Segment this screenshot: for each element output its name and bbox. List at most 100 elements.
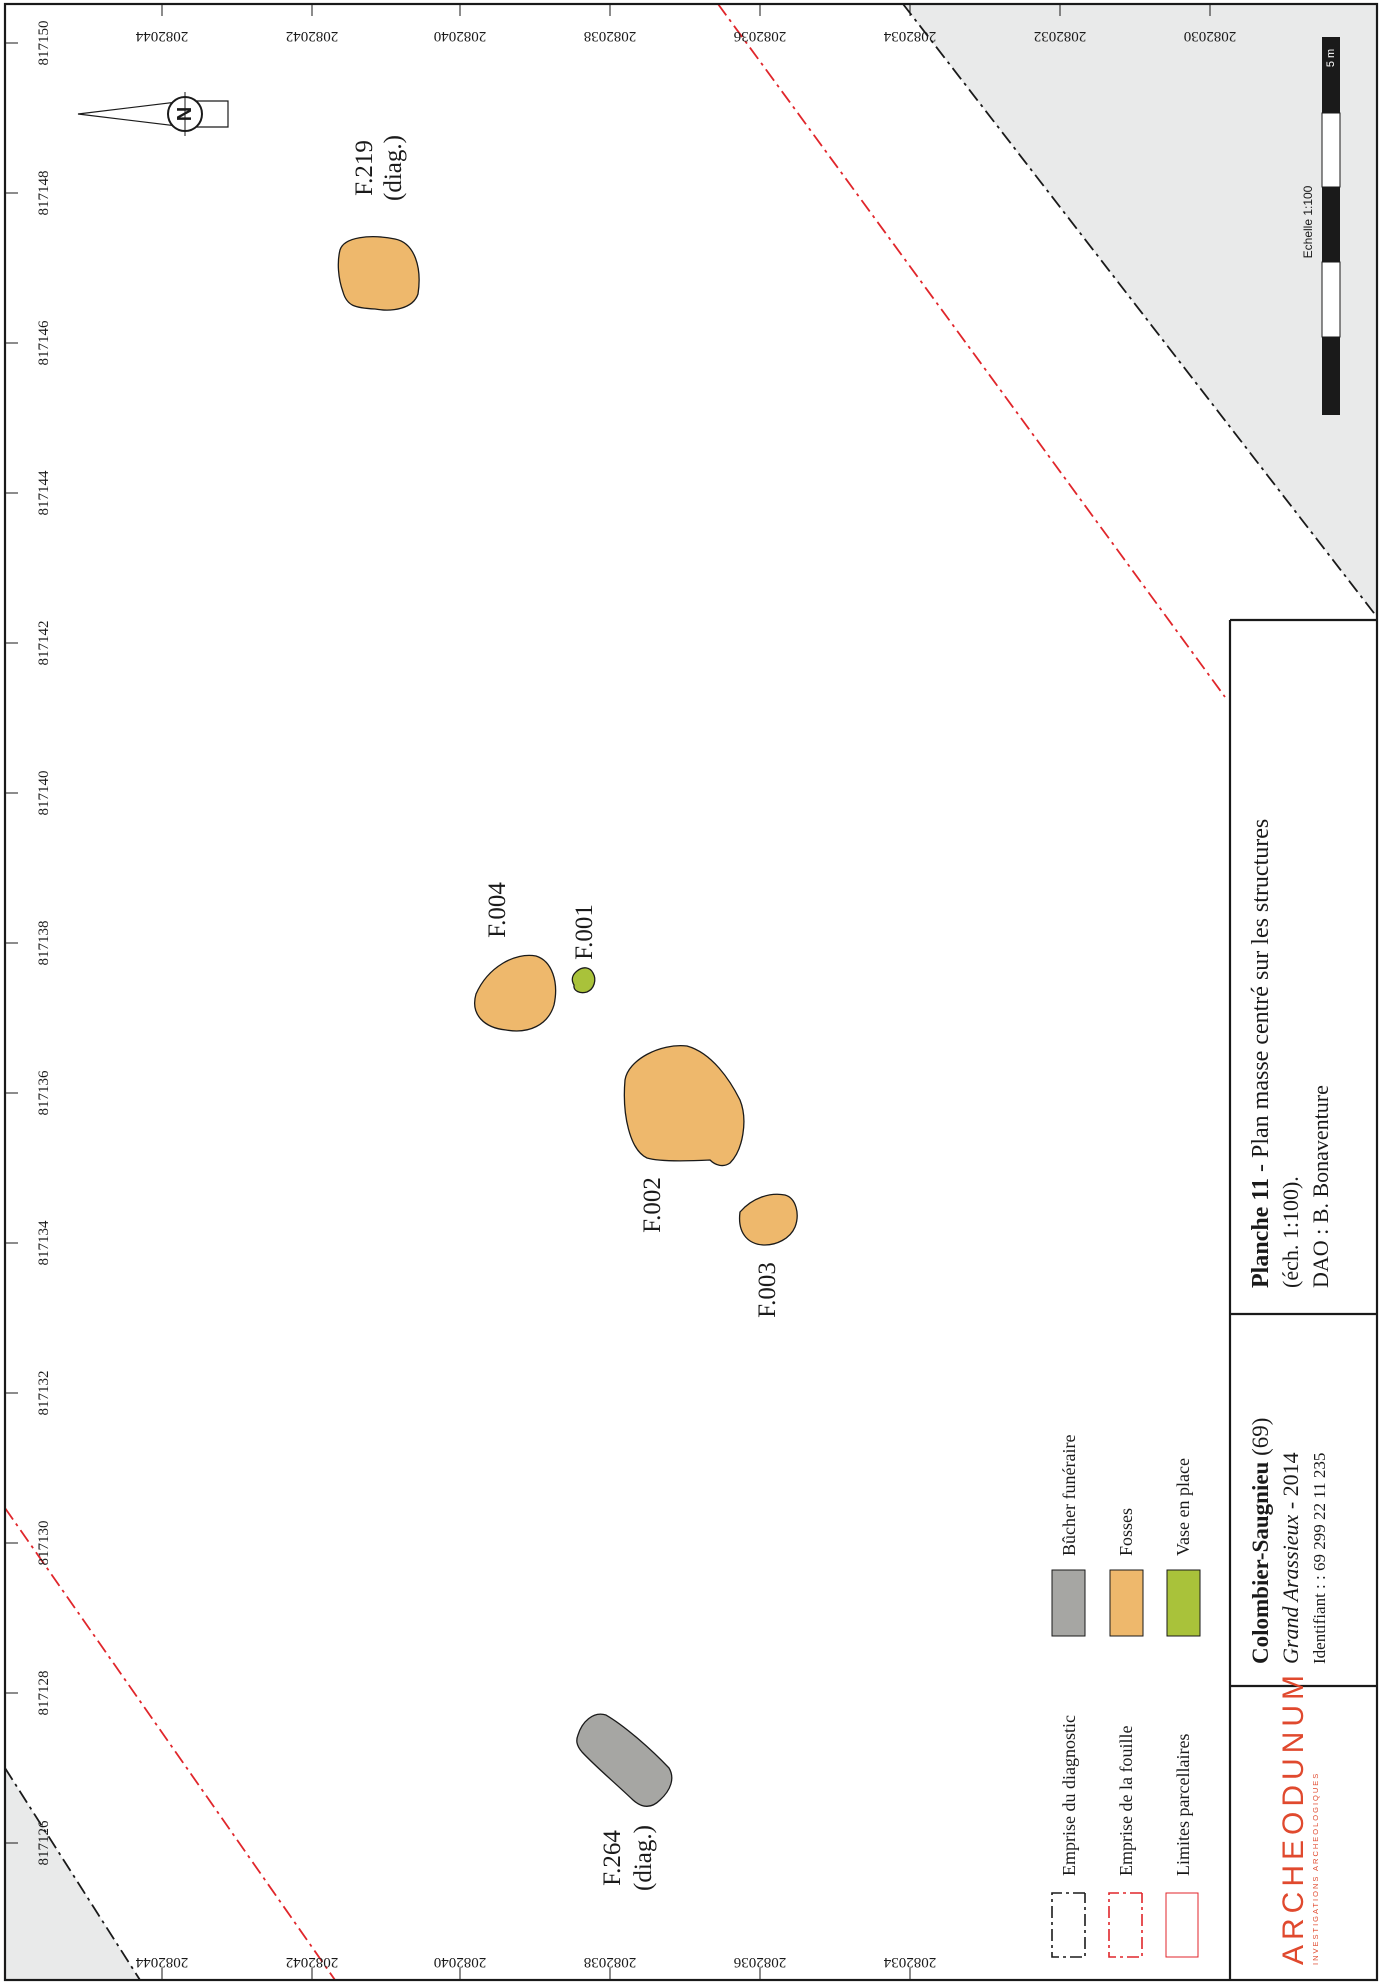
feature-label: F.264: [599, 1830, 626, 1886]
feature-note: (diag.): [630, 1825, 657, 1891]
left-coord-label: 817148: [36, 171, 52, 216]
scale-segment-dark: [1322, 337, 1340, 415]
bottom-coordinate-labels: 2082044 2082042 2082040 2082038 2082036 …: [135, 1954, 936, 1980]
north-arrow-icon: N: [77, 92, 229, 136]
sheet-frame: [3, 2, 1379, 1982]
feature-f004: F.004: [474, 882, 557, 1032]
legend-label: Emprise de la fouille: [1116, 1726, 1136, 1876]
legend-item-diagnostic: Emprise du diagnostic: [1051, 1715, 1086, 1958]
legend-outline-icon: [1165, 1892, 1199, 1958]
scale-segment-light: [1321, 261, 1341, 338]
legend-label: Limites parcellaires: [1173, 1734, 1193, 1876]
top-coord-label: 2082042: [286, 28, 339, 44]
pit-shape: [337, 236, 420, 311]
site-section: Colombier-Saugnieu (69) Grand Arassieux …: [1248, 1418, 1329, 1664]
left-coord-label: 817134: [36, 1220, 52, 1266]
feature-f003: F.003: [738, 1193, 798, 1318]
legend-swatch-orange: [1109, 1569, 1144, 1637]
legend-item-fosses: Fosses: [1109, 1508, 1144, 1637]
vase-shape: [571, 967, 596, 994]
legend-label: Bûcher funéraire: [1059, 1435, 1079, 1556]
top-coord-label: 2082040: [434, 28, 487, 44]
planche-description: - Plan masse centré sur les structures: [1248, 819, 1274, 1178]
feature-label: F.002: [639, 1177, 666, 1233]
feature-f002: F.002: [623, 1045, 745, 1233]
feature-f001: F.001: [571, 904, 598, 994]
top-coord-label: 2082034: [883, 28, 936, 44]
site-year: - 2014: [1278, 1452, 1303, 1514]
pyre-shape: [576, 1713, 673, 1808]
logo-wordmark: ARCHEODUNUM: [1277, 1670, 1310, 1965]
top-coord-label: 2082036: [733, 28, 786, 44]
site-place-name: Grand Arassieux: [1278, 1514, 1303, 1664]
title-block: Planche 11 - Plan masse centré sur les s…: [1228, 618, 1377, 1980]
bottom-coord-label: 2082040: [434, 1954, 487, 1970]
bottom-coord-label: 2082034: [883, 1954, 936, 1970]
planche-dao: DAO : B. Bonaventure: [1308, 1085, 1333, 1288]
legend-dashdot-icon: [1051, 1892, 1086, 1958]
feature-label: F.001: [571, 904, 598, 960]
planche-scale: (éch. 1:100).: [1278, 1176, 1303, 1288]
excavation-limit-lower: [4, 1507, 336, 1981]
site-department: (69): [1248, 1418, 1273, 1462]
bottom-coord-label: 2082038: [584, 1954, 637, 1970]
top-coordinate-labels: 2082044 2082042 2082040 2082038 2082036 …: [135, 4, 1236, 44]
excavation-limit-upper: [717, 3, 1226, 698]
site-name: Colombier-Saugnieu (69): [1248, 1418, 1273, 1664]
bottom-coord-label: 2082036: [733, 1954, 786, 1970]
site-place: Grand Arassieux - 2014: [1278, 1452, 1303, 1664]
left-coord-label: 817128: [36, 1671, 52, 1716]
legend-item-fouille: Emprise de la fouille: [1108, 1726, 1143, 1958]
left-coord-label: 817146: [36, 320, 52, 366]
planche-section: Planche 11 - Plan masse centré sur les s…: [1248, 819, 1333, 1288]
pit-shape: [474, 954, 557, 1032]
feature-note: (diag.): [380, 135, 407, 201]
feature-f219: F.219 (diag.): [337, 135, 420, 311]
legend-swatch-green: [1166, 1569, 1201, 1637]
left-coord-label: 817138: [36, 921, 52, 966]
top-coord-label: 2082032: [1034, 28, 1087, 44]
top-coord-label: 2082044: [135, 28, 188, 44]
scale-length-label: 5 m: [1325, 49, 1337, 67]
scale-segment-light: [1321, 112, 1341, 188]
north-letter: N: [174, 107, 196, 121]
left-coord-label: 817142: [36, 621, 52, 666]
left-coord-label: 817150: [36, 21, 52, 66]
bottom-coord-label: 2082044: [135, 1954, 188, 1970]
planche-number: Planche 11: [1248, 1178, 1274, 1288]
pit-shape: [738, 1193, 798, 1246]
left-coord-label: 817132: [36, 1371, 52, 1416]
logo-tagline: INVESTIGATIONS ARCHEOLOGIQUES: [1311, 1772, 1320, 1965]
left-coord-label: 817144: [36, 470, 52, 516]
scale-segment-dark: [1322, 37, 1340, 113]
scale-bar: 5 m Echelle 1:100: [1301, 37, 1341, 415]
feature-label: F.219: [351, 140, 378, 196]
left-coord-label: 817140: [36, 771, 52, 816]
top-coord-label: 2082030: [1184, 28, 1237, 44]
top-coord-label: 2082038: [584, 28, 637, 44]
archeodunum-logo: ARCHEODUNUM INVESTIGATIONS ARCHEOLOGIQUE…: [1277, 1670, 1320, 1965]
left-coord-label: 817136: [36, 1070, 52, 1116]
left-coord-label: 817130: [36, 1521, 52, 1566]
pit-shape: [623, 1045, 745, 1167]
legend-item-vase: Vase en place: [1166, 1458, 1201, 1637]
diagnostic-limit-lower: [4, 1767, 141, 1981]
legend-dashdot-icon: [1108, 1892, 1143, 1958]
feature-label: F.003: [754, 1262, 781, 1318]
left-coord-label: 817126: [36, 1820, 52, 1866]
planche-title: Planche 11 - Plan masse centré sur les s…: [1248, 819, 1274, 1288]
site-name-bold: Colombier-Saugnieu: [1248, 1461, 1273, 1664]
scale-label: Echelle 1:100: [1301, 185, 1315, 258]
left-coordinate-labels: 817150 817148 817146 817144 817142 81714…: [5, 21, 52, 1866]
diagnostic-limit-upper: [902, 3, 1378, 618]
feature-f264: F.264 (diag.): [576, 1713, 673, 1891]
legend-item-bucher: Bûcher funéraire: [1051, 1435, 1086, 1637]
scale-segment-dark: [1322, 187, 1340, 262]
site-identifiant: Identifiant : : 69 299 22 11 235: [1310, 1453, 1329, 1664]
legend: Emprise du diagnostic Emprise de la foui…: [1051, 1435, 1201, 1958]
legend-swatch-grey: [1051, 1569, 1086, 1637]
legend-item-limites: Limites parcellaires: [1165, 1734, 1199, 1958]
feature-label: F.004: [484, 882, 511, 938]
legend-label: Vase en place: [1173, 1458, 1193, 1556]
